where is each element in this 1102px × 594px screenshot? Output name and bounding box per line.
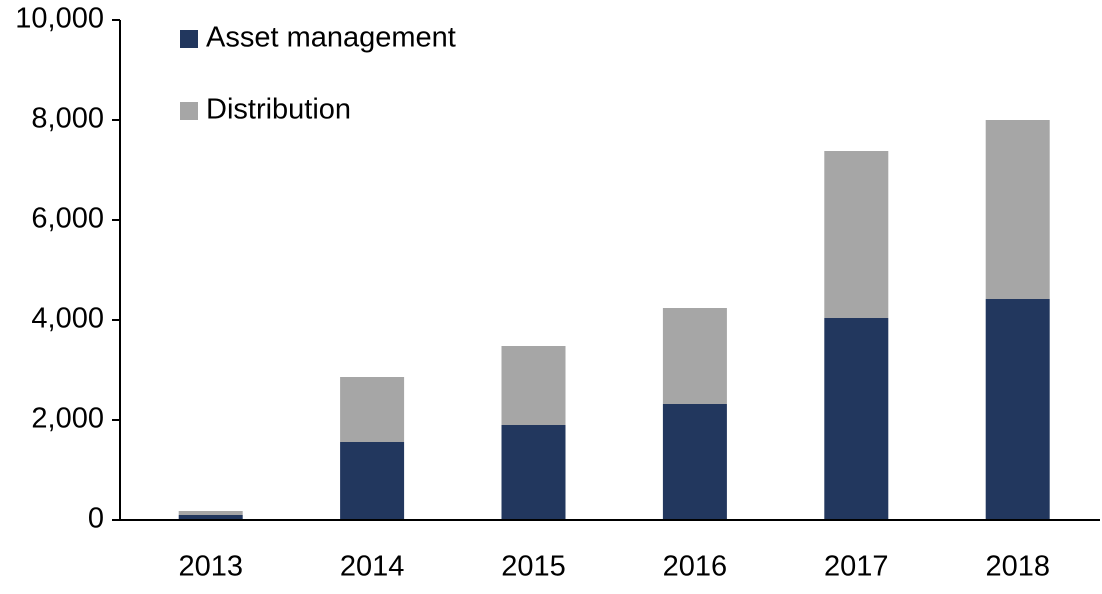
y-tick-label: 8,000 — [31, 103, 104, 135]
y-tick-label: 2,000 — [31, 403, 104, 435]
bar-segment — [501, 346, 566, 425]
bar-segment — [662, 308, 727, 404]
y-tick-label: 0 — [88, 503, 104, 535]
bar-segment — [340, 442, 405, 520]
bar-segment — [178, 515, 243, 520]
bar-segment — [824, 318, 889, 520]
legend-label: Distribution — [206, 94, 351, 126]
x-tick-label: 2013 — [178, 551, 243, 583]
x-tick-label: 2017 — [824, 551, 889, 583]
x-tick-label: 2014 — [340, 551, 405, 583]
bar-segment — [985, 120, 1050, 299]
bar-segment — [662, 404, 727, 520]
y-tick-label: 6,000 — [31, 203, 104, 235]
x-tick-label: 2015 — [501, 551, 566, 583]
bar-segment — [178, 511, 243, 515]
bar-segment — [824, 151, 889, 318]
x-tick-label: 2016 — [663, 551, 728, 583]
legend-swatch — [180, 30, 198, 48]
bar-segment — [340, 377, 405, 442]
bar-segment — [985, 299, 1050, 520]
legend-swatch — [180, 102, 198, 120]
y-tick-label: 10,000 — [15, 3, 104, 35]
bar-segment — [501, 425, 566, 520]
legend-label: Asset management — [206, 22, 456, 54]
x-tick-label: 2018 — [985, 551, 1050, 583]
y-tick-label: 4,000 — [31, 303, 104, 335]
